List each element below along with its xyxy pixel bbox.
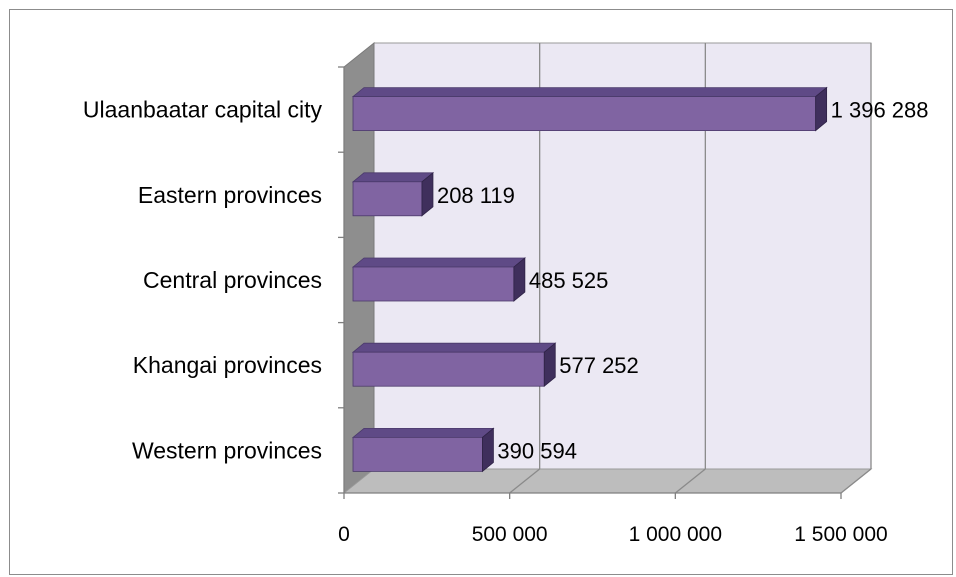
bar-top (351, 257, 526, 268)
category-label: Western provinces (132, 437, 322, 463)
bar-top (351, 427, 495, 438)
bar (352, 436, 483, 472)
bar-end (421, 171, 434, 217)
floor-gridline (509, 468, 541, 494)
x-tick-label: 1 500 000 (794, 523, 887, 546)
category-label: Eastern provinces (138, 182, 322, 208)
floor (342, 468, 873, 494)
bar-top (351, 172, 435, 183)
bar-end (543, 342, 556, 388)
bar (352, 96, 817, 131)
bar (352, 181, 423, 217)
bar (352, 266, 515, 302)
x-tick-label: 1 000 000 (629, 523, 722, 546)
category-label: Khangai provinces (133, 352, 322, 378)
bar (352, 351, 545, 387)
value-label: 1 396 288 (831, 98, 929, 123)
value-label: 577 252 (559, 353, 639, 378)
bar-end (482, 427, 494, 473)
bar-top (351, 342, 557, 353)
value-label: 485 525 (529, 268, 609, 293)
category-label: Ulaanbaatar capital city (83, 97, 323, 123)
x-tick-label: 500 000 (472, 523, 548, 546)
bar-end (513, 257, 526, 302)
value-label: 390 594 (497, 438, 577, 463)
value-label: 208 119 (437, 183, 515, 208)
bar-end (815, 86, 828, 132)
floor-gridline (840, 468, 872, 494)
bar-top (351, 87, 828, 97)
floor-gridline (674, 468, 706, 494)
x-tick-label: 0 (338, 523, 350, 546)
category-label: Central provinces (143, 267, 322, 293)
